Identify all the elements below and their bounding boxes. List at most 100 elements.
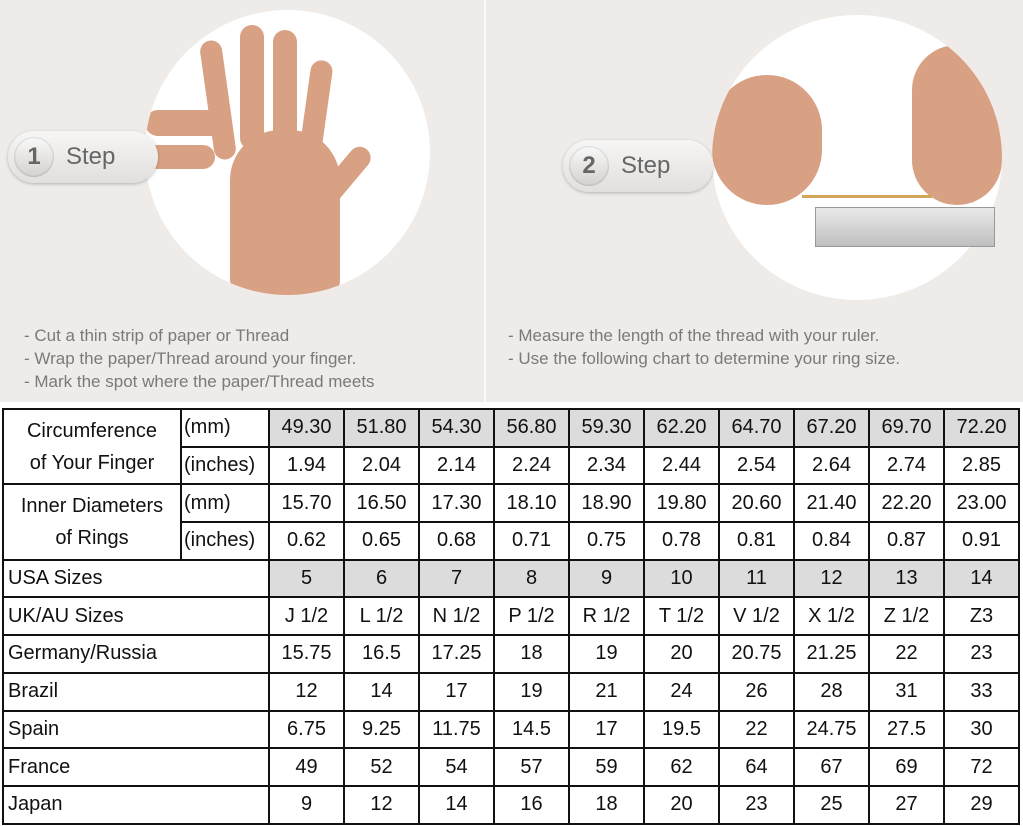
table-cell: 25	[793, 784, 870, 825]
table-cell: 21	[568, 671, 645, 712]
table-cell: 20.75	[718, 634, 795, 674]
step-label: Step	[66, 143, 116, 170]
table-cell: 59	[568, 747, 645, 787]
table-cell: 0.65	[343, 521, 420, 561]
unit-label: (inches)	[180, 445, 270, 486]
step-number: 1	[14, 137, 54, 177]
table-cell: Z 1/2	[868, 596, 945, 637]
inner-diameter-inches-row: (inches) 0.62 0.65 0.68 0.71 0.75 0.78 0.81 0.84…	[3, 521, 1020, 561]
table-cell: 2.14	[418, 445, 495, 486]
circumference-inches-row: (inches) 1.94 2.04 2.14 2.24 2.34 2.44 2.54 2.64…	[3, 445, 1020, 486]
instruction-line: - Measure the length of the thread with …	[508, 326, 880, 345]
table-cell: 23	[718, 784, 795, 825]
table-cell: 6	[343, 558, 420, 599]
table-cell: 30	[943, 709, 1020, 750]
row-label: France	[2, 747, 270, 787]
circumference-label: Circumference of Your Finger	[2, 407, 182, 486]
table-cell: 19	[493, 671, 570, 712]
size-row: Germany/Russia 15.75 16.5 17.25 18 19 20 20.75 2…	[2, 634, 1020, 674]
table-cell: 11	[718, 558, 795, 599]
table-cell: 19.80	[643, 483, 720, 524]
table-cell: 21.40	[793, 483, 870, 524]
row-label: Germany/Russia	[2, 634, 270, 674]
table-cell: 0.71	[493, 521, 570, 561]
table-cell: 12	[793, 558, 870, 599]
row-label: Spain	[2, 709, 270, 750]
table-cell: 28	[793, 671, 870, 712]
table-cell: 22.20	[868, 483, 945, 524]
instruction-line: - Mark the spot where the paper/Thread m…	[24, 372, 375, 391]
table-cell: 17.30	[418, 483, 495, 524]
label-line: of Your Finger	[29, 451, 155, 474]
instructions-panel: 1 Step 2 Step - Cut a thin strip of pape…	[0, 0, 1023, 402]
table-cell: 24.75	[793, 709, 870, 750]
table-cell: 17	[568, 709, 645, 750]
table-cell: 20	[643, 634, 720, 674]
table-cell: 0.87	[868, 521, 945, 561]
row-label: Japan	[2, 784, 270, 825]
inner-diameter-mm-row: Inner Diameters of Rings (mm) 15.70 16.50 17.…	[2, 483, 1020, 561]
table-cell: 0.81	[718, 521, 795, 561]
table-cell: 2.64	[793, 445, 870, 486]
table-cell: 6.75	[268, 709, 345, 750]
table-cell: 57	[493, 747, 570, 787]
table-cell: 56.80	[493, 408, 570, 448]
table-cell: 9.25	[343, 709, 420, 750]
table-cell: N 1/2	[418, 596, 495, 637]
table-cell: 64.70	[718, 408, 795, 448]
ruler-icon	[815, 207, 995, 247]
table-cell: 72.20	[943, 408, 1020, 448]
table-cell: 69	[868, 747, 945, 787]
table-cell: 16.50	[343, 483, 420, 524]
measuring-thread-photo	[712, 15, 1002, 300]
inner-diameter-label: Inner Diameters of Rings	[2, 483, 182, 561]
step-1-instructions: - Cut a thin strip of paper or Thread - …	[24, 324, 375, 393]
row-label: USA Sizes	[2, 558, 270, 599]
label-line: Inner Diameters	[20, 495, 164, 518]
table-cell: 0.91	[943, 521, 1020, 561]
unit-label: (inches)	[180, 521, 270, 561]
table-cell: 64	[718, 747, 795, 787]
instruction-line: - Use the following chart to determine y…	[508, 349, 901, 368]
table-cell: 16.5	[343, 634, 420, 674]
table-cell: 10	[643, 558, 720, 599]
size-row: USA Sizes 5 6 7 8 9 10 11 12 13 14	[2, 558, 1020, 599]
table-cell: 20.60	[718, 483, 795, 524]
table-cell: 23	[943, 634, 1020, 674]
size-row: UK/AU Sizes J 1/2 L 1/2 N 1/2 P 1/2 R 1/2 T 1/…	[2, 596, 1020, 637]
table-cell: 22	[868, 634, 945, 674]
ring-size-table: Circumference of Your Finger (mm) 49.30 51.8…	[2, 407, 1020, 825]
table-cell: 27	[868, 784, 945, 825]
table-cell: 2.74	[868, 445, 945, 486]
table-cell: 1.94	[268, 445, 345, 486]
table-cell: 26	[718, 671, 795, 712]
table-cell: 2.34	[568, 445, 645, 486]
table-cell: 18.10	[493, 483, 570, 524]
table-cell: P 1/2	[493, 596, 570, 637]
table-cell: 0.75	[568, 521, 645, 561]
table-cell: L 1/2	[343, 596, 420, 637]
table-cell: 9	[268, 784, 345, 825]
table-cell: 19.5	[643, 709, 720, 750]
table-cell: 0.78	[643, 521, 720, 561]
table-cell: 69.70	[868, 408, 945, 448]
panel-divider	[484, 0, 486, 402]
table-cell: 11.75	[418, 709, 495, 750]
table-cell: 51.80	[343, 408, 420, 448]
table-cell: 2.04	[343, 445, 420, 486]
table-cell: 0.84	[793, 521, 870, 561]
label-line: Circumference	[26, 419, 158, 442]
hand-wrapping-finger-photo	[145, 10, 430, 295]
table-cell: 15.70	[268, 483, 345, 524]
step-label: Step	[621, 152, 671, 179]
table-cell: 17	[418, 671, 495, 712]
table-cell: 0.62	[268, 521, 345, 561]
step-2-instructions: - Measure the length of the thread with …	[508, 324, 900, 370]
table-cell: T 1/2	[643, 596, 720, 637]
table-cell: 14.5	[493, 709, 570, 750]
table-cell: 13	[868, 558, 945, 599]
table-cell: 67	[793, 747, 870, 787]
size-row: France 49 52 54 57 59 62 64 67 69 72	[2, 747, 1020, 787]
table-cell: 62.20	[643, 408, 720, 448]
step-number: 2	[569, 146, 609, 186]
